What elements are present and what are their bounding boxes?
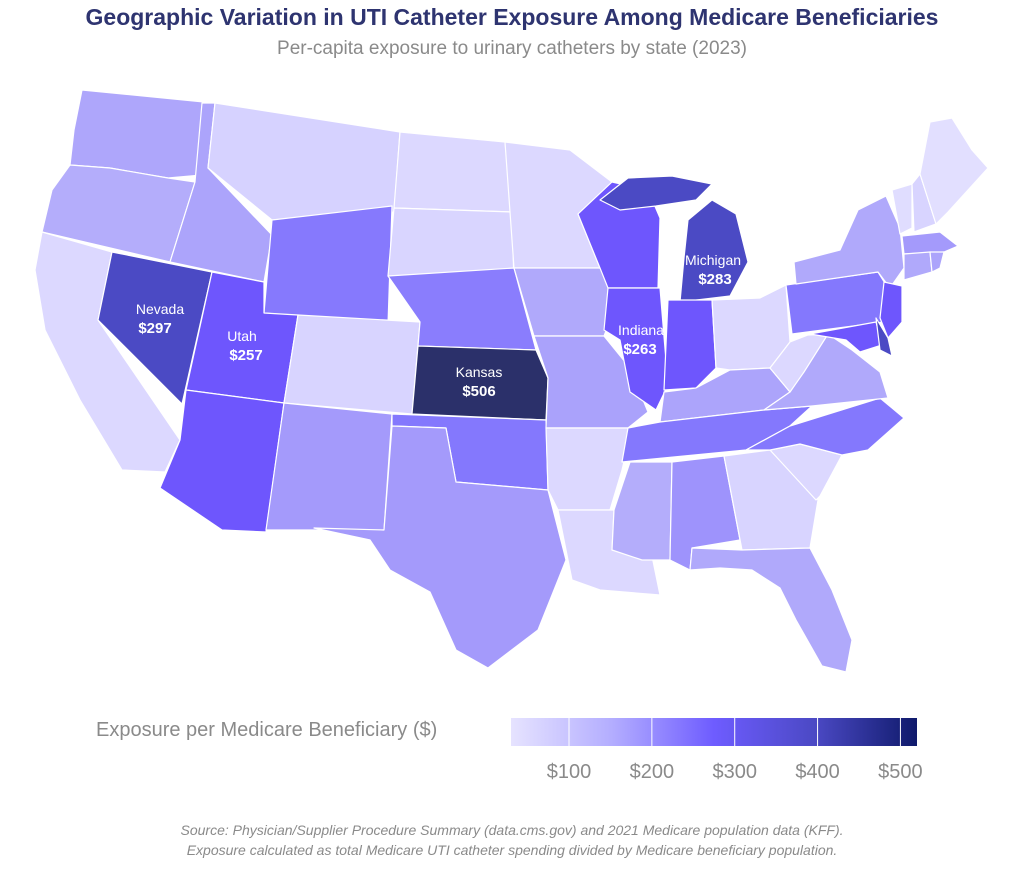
state-arizona[interactable] [159, 389, 285, 533]
page-subtitle: Per-capita exposure to urinary catheters… [277, 38, 747, 59]
legend-tick-label-300: $300 [712, 761, 757, 783]
state-tennessee[interactable] [621, 405, 813, 463]
state-texas[interactable] [313, 425, 567, 669]
legend-colorbar [511, 718, 917, 746]
label-nevada-name: Nevada [136, 301, 184, 317]
label-nevada-value: $297 [138, 320, 171, 337]
state-delaware[interactable] [875, 317, 893, 357]
state-illinois[interactable] [603, 287, 669, 411]
page-title: Geographic Variation in UTI Catheter Exp… [85, 4, 939, 30]
state-vermont[interactable] [891, 183, 913, 235]
legend-tick-label-200: $200 [630, 761, 675, 783]
state-mississippi[interactable] [611, 461, 673, 561]
state-connecticut[interactable] [903, 251, 933, 281]
label-utah-value: $257 [229, 347, 262, 364]
label-indiana-value: $263 [623, 341, 656, 358]
state-north-carolina[interactable] [745, 397, 905, 456]
label-kansas-value: $506 [462, 383, 495, 400]
legend-tick-label-400: $400 [795, 761, 840, 783]
state-colorado[interactable] [283, 314, 421, 415]
state-maine[interactable] [919, 117, 989, 225]
state-maryland[interactable] [809, 321, 883, 353]
state-florida[interactable] [689, 547, 853, 673]
state-georgia[interactable] [723, 449, 819, 551]
state-missouri[interactable] [533, 335, 649, 429]
state-massachusetts[interactable] [901, 231, 959, 255]
state-wisconsin[interactable] [577, 181, 661, 289]
label-utah-name: Utah [227, 328, 257, 344]
label-michigan-name: Michigan [685, 252, 741, 268]
legend-tick-label-500: $500 [878, 761, 923, 783]
legend-tick-label-100: $100 [547, 761, 592, 783]
label-kansas-name: Kansas [456, 364, 503, 380]
state-wyoming[interactable] [263, 205, 393, 325]
state-nevada[interactable] [97, 251, 213, 405]
state-washington[interactable] [69, 89, 215, 179]
legend-title: Exposure per Medicare Beneficiary ($) [96, 719, 438, 741]
label-michigan-value: $283 [698, 271, 731, 288]
color-legend: $100 $200 $300 $400 $500 [511, 718, 923, 783]
state-new-york[interactable] [793, 195, 905, 289]
us-states-map: Nevada $297 Utah $257 Kansas $506 Indian… [34, 89, 989, 673]
state-indiana[interactable] [663, 299, 717, 391]
state-new-jersey[interactable] [879, 281, 903, 339]
state-michigan-upper[interactable] [599, 175, 713, 211]
label-indiana-name: Indiana [618, 322, 664, 338]
state-michigan[interactable] [679, 199, 749, 303]
source-note: Source: Physician/Supplier Procedure Sum… [0, 820, 1024, 860]
state-rhode-island[interactable] [929, 251, 945, 273]
source-line-1: Source: Physician/Supplier Procedure Sum… [180, 822, 844, 838]
state-new-mexico[interactable] [265, 402, 393, 531]
state-north-dakota[interactable] [393, 131, 513, 213]
source-line-2: Exposure calculated as total Medicare UT… [186, 842, 838, 858]
